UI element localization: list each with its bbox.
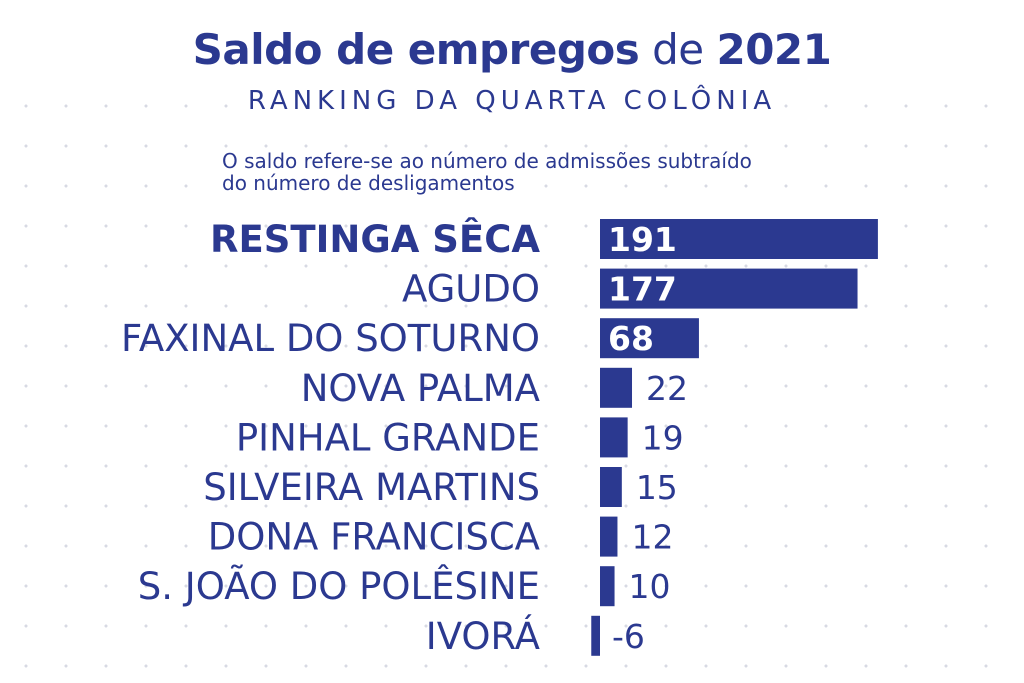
category-label: RESTINGA SÊCA [210, 217, 540, 261]
value-label: 15 [636, 468, 678, 507]
value-label: 177 [608, 270, 677, 309]
bar [600, 467, 622, 507]
value-label: 68 [608, 319, 654, 358]
title-main: Saldo de empregos [192, 25, 640, 74]
chart-subtitle: RANKING DA QUARTA COLÔNIA [0, 86, 1024, 116]
bar [600, 219, 878, 259]
bar [600, 417, 628, 458]
value-label: 10 [629, 567, 671, 606]
category-label: SILVEIRA MARTINS [203, 466, 540, 509]
category-label: PINHAL GRANDE [236, 416, 540, 459]
value-label: 22 [646, 369, 688, 408]
category-label: AGUDO [402, 268, 540, 311]
note-line-2: do número de desligamentos [222, 171, 515, 195]
bar [600, 268, 858, 309]
category-label: S. JOÃO DO POLÊSINE [138, 564, 540, 608]
note-line-1: O saldo refere-se ao número de admissões… [222, 149, 752, 173]
bar [600, 516, 618, 557]
category-label: IVORÁ [426, 614, 540, 658]
title-connector: de [652, 25, 704, 74]
bar [600, 318, 699, 359]
bar [591, 615, 600, 656]
value-label: 19 [642, 418, 684, 457]
category-label: FAXINAL DO SOTURNO [121, 317, 540, 360]
chart-note: O saldo refere-se ao número de admissões… [222, 149, 862, 195]
category-label: NOVA PALMA [301, 367, 540, 410]
category-label: DONA FRANCISCA [208, 516, 540, 559]
bar [600, 566, 615, 607]
subtitle-text: RANKING DA QUARTA COLÔNIA [243, 86, 781, 116]
value-label: -6 [612, 617, 645, 656]
title-year: 2021 [716, 25, 832, 74]
value-label: 191 [608, 220, 677, 259]
chart-title: Saldo de empregos de 2021 [0, 24, 1024, 76]
value-label: 12 [631, 518, 673, 557]
bar [600, 367, 633, 408]
